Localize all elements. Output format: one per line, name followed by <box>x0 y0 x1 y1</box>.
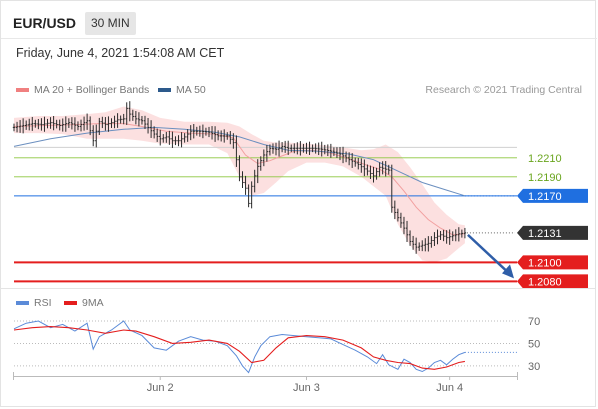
level-1-2131-tag <box>517 225 588 240</box>
symbol-label: EUR/USD <box>13 15 77 31</box>
level-1-2170-tag <box>517 188 588 203</box>
price-bars <box>12 101 467 254</box>
chart-credit: Research © 2021 Trading Central <box>425 84 582 96</box>
x-tick-label: Jun 2 <box>147 382 174 394</box>
x-tick-label: Jun 4 <box>436 382 463 394</box>
header-divider <box>1 38 597 39</box>
legend-label-ma50: MA 50 <box>176 84 206 96</box>
rsi-ma9-line <box>13 326 465 370</box>
projection-arrow-shaft <box>467 233 509 274</box>
rsi-ref-label-50: 50 <box>528 338 540 350</box>
level-1-2210-label: 1.2210 <box>528 153 562 165</box>
legend-label-ma20: MA 20 + Bollinger Bands <box>34 84 149 96</box>
rsi-ref-label-30: 30 <box>528 361 540 373</box>
level-1-2190-label: 1.2190 <box>528 172 562 184</box>
chart-header: EUR/USD 30 MIN <box>1 1 597 39</box>
level-1-2131-label: 1.2131 <box>528 228 562 240</box>
level-1-2170-label: 1.2170 <box>528 191 562 203</box>
legend-label-9ma: 9MA <box>82 297 104 309</box>
ma50-line <box>13 126 466 197</box>
projection-arrow-head <box>502 264 514 279</box>
bollinger-band <box>14 106 465 263</box>
legend-swatch-ma20 <box>16 88 29 92</box>
rsi-line <box>13 320 466 374</box>
level-1-2100-label: 1.2100 <box>528 257 562 269</box>
legend-swatch-rsi <box>16 301 29 305</box>
level-1-2100-tag <box>517 255 588 270</box>
legend-swatch-9ma <box>64 301 77 305</box>
chart-datetime: Friday, June 4, 2021 1:54:08 AM CET <box>16 46 225 60</box>
legend-label-rsi: RSI <box>34 297 52 309</box>
level-1-2080-tag <box>517 274 588 289</box>
rsi-ref-label-70: 70 <box>528 316 540 328</box>
legend-swatch-ma50 <box>158 88 171 92</box>
x-tick-label: Jun 3 <box>293 382 320 394</box>
ma20-line <box>13 123 465 236</box>
level-1-2080-label: 1.2080 <box>528 276 562 288</box>
timeframe-badge[interactable]: 30 MIN <box>85 12 136 35</box>
